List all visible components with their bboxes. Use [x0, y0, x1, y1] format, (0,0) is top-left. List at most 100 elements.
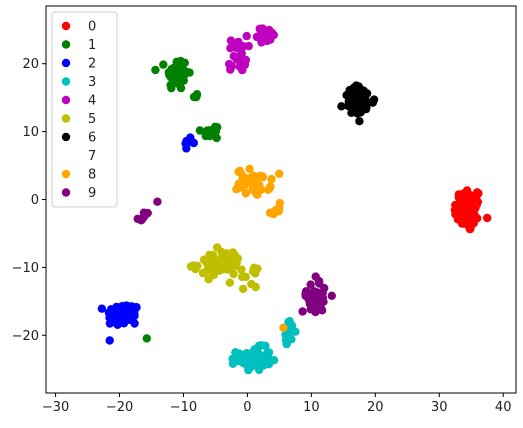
point-series-4 — [231, 52, 240, 62]
point-series-2 — [111, 315, 121, 324]
point-series-8 — [267, 174, 276, 184]
point-series-9 — [315, 277, 324, 286]
point-series-1 — [204, 129, 214, 138]
x-tick-label: 10 — [303, 400, 320, 415]
point-series-5 — [251, 282, 260, 292]
point-series-5 — [251, 269, 260, 278]
axis-ticks: −30 −20 −10 0 10 20 30 40 −20 −10 0 10 20 — [12, 57, 512, 415]
point-series-6 — [358, 104, 367, 114]
legend-label-2: 2 — [88, 57, 96, 72]
point-series-3 — [254, 360, 264, 370]
legend-label-1: 1 — [88, 38, 96, 53]
point-series-8 — [266, 182, 275, 191]
point-series-8 — [255, 173, 264, 182]
legend-marker-1 — [61, 40, 71, 49]
point-series-8 — [241, 189, 250, 198]
y-tick-label: −20 — [12, 329, 39, 344]
point-series-2 — [125, 315, 134, 324]
point-series-0 — [483, 213, 492, 223]
point-series-9 — [327, 291, 336, 300]
point-series-5 — [231, 261, 240, 271]
x-tick-label: 30 — [431, 400, 448, 415]
point-series-9 — [153, 197, 162, 206]
legend-label-3: 3 — [88, 75, 96, 90]
point-series-4 — [226, 65, 235, 74]
point-series-3 — [259, 352, 268, 361]
legend-marker-5 — [61, 114, 71, 123]
x-tick-label: −30 — [42, 400, 69, 415]
point-series-6 — [356, 87, 365, 97]
legend-marker-9 — [61, 188, 71, 197]
point-series-9 — [298, 307, 307, 316]
point-series-0 — [465, 224, 475, 234]
legend-label-9: 9 — [88, 186, 96, 201]
point-series-6 — [369, 95, 379, 104]
point-series-5 — [217, 247, 226, 257]
point-series-5 — [220, 258, 229, 268]
legend-marker-4 — [61, 95, 71, 105]
point-series-1 — [192, 90, 202, 99]
point-series-9 — [308, 299, 317, 308]
point-series-5 — [206, 252, 215, 261]
point-series-1 — [170, 68, 179, 77]
point-series-8 — [279, 323, 288, 332]
point-series-5 — [198, 268, 208, 278]
point-series-4 — [269, 30, 278, 40]
point-series-1 — [210, 122, 220, 131]
point-series-8 — [238, 173, 247, 182]
point-series-4 — [234, 37, 243, 47]
point-series-2 — [105, 336, 114, 345]
point-series-0 — [473, 197, 483, 206]
point-series-1 — [151, 65, 160, 75]
legend-marker-2 — [61, 58, 71, 68]
point-series-4 — [242, 31, 251, 41]
point-series-9 — [139, 208, 149, 217]
point-series-8 — [270, 208, 280, 217]
point-series-6 — [337, 102, 346, 111]
legend: 0 1 2 3 4 5 6 7 8 9 — [51, 11, 118, 208]
point-series-2 — [182, 144, 191, 153]
y-tick-label: −10 — [12, 261, 39, 276]
x-tick-label: 40 — [495, 400, 512, 415]
x-tick-label: −10 — [170, 400, 197, 415]
point-series-8 — [245, 164, 254, 174]
point-series-2 — [122, 301, 131, 310]
legend-label-4: 4 — [88, 94, 96, 109]
legend-label-0: 0 — [88, 20, 96, 35]
point-series-3 — [287, 321, 297, 330]
data-points — [97, 24, 492, 375]
point-series-4 — [257, 38, 266, 47]
y-tick-label: 10 — [22, 125, 39, 140]
point-series-4 — [255, 24, 264, 33]
point-series-5 — [229, 269, 238, 279]
legend-label-8: 8 — [88, 168, 96, 183]
point-series-5 — [238, 284, 248, 294]
x-tick-label: 20 — [367, 400, 384, 415]
x-tick-label: −20 — [106, 400, 133, 415]
legend-marker-8 — [61, 169, 71, 179]
point-series-3 — [228, 354, 237, 363]
point-series-2 — [105, 313, 115, 322]
legend-marker-0 — [61, 21, 71, 31]
point-series-8 — [253, 190, 262, 199]
point-series-1 — [175, 60, 185, 70]
point-series-4 — [252, 32, 262, 42]
y-tick-label: 20 — [22, 57, 39, 72]
point-series-2 — [97, 304, 107, 313]
legend-marker-3 — [61, 77, 71, 86]
y-tick-label: 0 — [31, 193, 39, 208]
legend-frame — [51, 11, 118, 208]
point-series-3 — [261, 341, 270, 350]
point-series-9 — [306, 280, 315, 289]
point-series-0 — [467, 218, 476, 227]
point-series-2 — [182, 136, 191, 146]
point-series-5 — [189, 261, 198, 270]
point-series-2 — [130, 305, 139, 314]
point-series-3 — [243, 355, 252, 364]
point-series-0 — [456, 210, 465, 220]
x-tick-label: 0 — [243, 400, 251, 415]
point-series-9 — [310, 287, 319, 296]
point-series-1 — [175, 80, 184, 90]
point-series-1 — [195, 126, 205, 135]
point-series-5 — [207, 262, 217, 271]
